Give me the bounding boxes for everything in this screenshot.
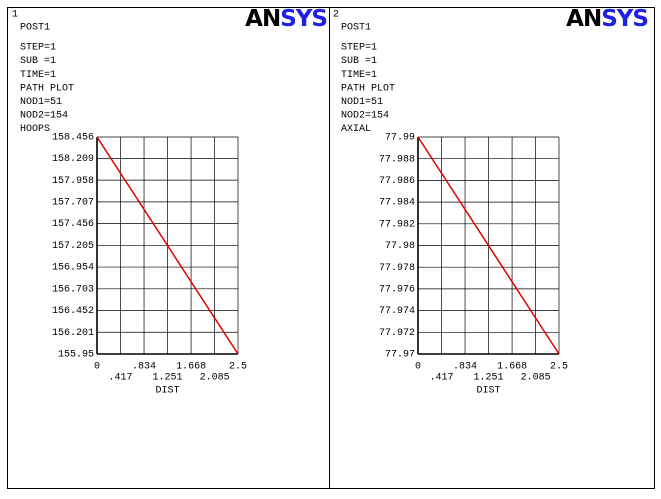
y-tick-label: 77.974 (379, 306, 415, 317)
y-tick-label: 156.201 (52, 328, 94, 339)
x-tick-label: .834 (132, 362, 156, 373)
x-tick-label: 0 (94, 362, 100, 373)
y-tick-label: 156.954 (52, 263, 94, 274)
logo-part: SYS (601, 6, 648, 32)
y-tick-label: 158.456 (52, 133, 94, 144)
info-line: SUB =1 (341, 56, 377, 67)
module-title: POST1 (20, 23, 50, 34)
x-axis-label: DIST (155, 386, 179, 397)
y-tick-label: 77.982 (379, 219, 415, 230)
data-line (417, 136, 560, 355)
info-line: PATH PLOT (20, 83, 74, 94)
module-title: POST1 (341, 23, 371, 34)
x-tick-label: 2.5 (550, 362, 568, 373)
window-border (7, 7, 655, 489)
x-tick-label: .834 (453, 362, 477, 373)
info-line: NOD2=154 (341, 111, 389, 122)
y-tick-label: 77.976 (379, 285, 415, 296)
info-line: STEP=1 (341, 43, 377, 54)
x-tick-label: 2.085 (200, 373, 230, 384)
logo-part: AN (245, 6, 280, 32)
ansys-logo: ANSYS (566, 6, 648, 32)
ansys-logo: ANSYS (245, 6, 327, 32)
x-tick-label: .417 (430, 373, 454, 384)
y-tick-label: 157.456 (52, 219, 94, 230)
y-tick-label: 157.958 (52, 176, 94, 187)
info-line: NOD2=154 (20, 111, 68, 122)
variable-label: AXIAL (341, 124, 371, 135)
x-tick-label: 1.251 (474, 373, 504, 384)
x-tick-label: 2.085 (521, 373, 551, 384)
x-tick-label: 0 (415, 362, 421, 373)
x-tick-label: 1.251 (153, 373, 183, 384)
y-tick-label: 77.98 (385, 241, 415, 252)
x-tick-label: 1.668 (497, 362, 527, 373)
y-tick-label: 77.97 (385, 350, 415, 361)
y-tick-label: 156.703 (52, 284, 94, 295)
y-tick-label: 156.452 (52, 306, 94, 317)
data-line (96, 136, 239, 355)
y-tick-label: 77.984 (379, 198, 415, 209)
logo-part: AN (566, 6, 601, 32)
window-number: 1 (12, 10, 18, 21)
variable-label: HOOPS (20, 124, 50, 135)
x-tick-label: 2.5 (229, 362, 247, 373)
y-tick-label: 77.986 (379, 176, 415, 187)
y-tick-label: 77.99 (385, 133, 415, 144)
y-tick-label: 157.205 (52, 241, 94, 252)
info-line: NOD1=51 (341, 97, 383, 108)
logo-part: SYS (280, 6, 327, 32)
x-tick-label: 1.668 (176, 362, 206, 373)
info-line: STEP=1 (20, 43, 56, 54)
info-line: NOD1=51 (20, 97, 62, 108)
y-tick-label: 77.978 (379, 263, 415, 274)
info-line: SUB =1 (20, 56, 56, 67)
y-tick-label: 155.95 (58, 350, 94, 361)
x-tick-label: .417 (109, 373, 133, 384)
info-line: TIME=1 (341, 70, 377, 81)
y-tick-label: 77.972 (379, 328, 415, 339)
y-tick-label: 157.707 (52, 197, 94, 208)
window-number: 2 (333, 10, 339, 21)
info-line: TIME=1 (20, 70, 56, 81)
info-line: PATH PLOT (341, 83, 395, 94)
y-tick-label: 158.209 (52, 154, 94, 165)
x-axis-label: DIST (476, 386, 500, 397)
y-tick-label: 77.988 (379, 154, 415, 165)
